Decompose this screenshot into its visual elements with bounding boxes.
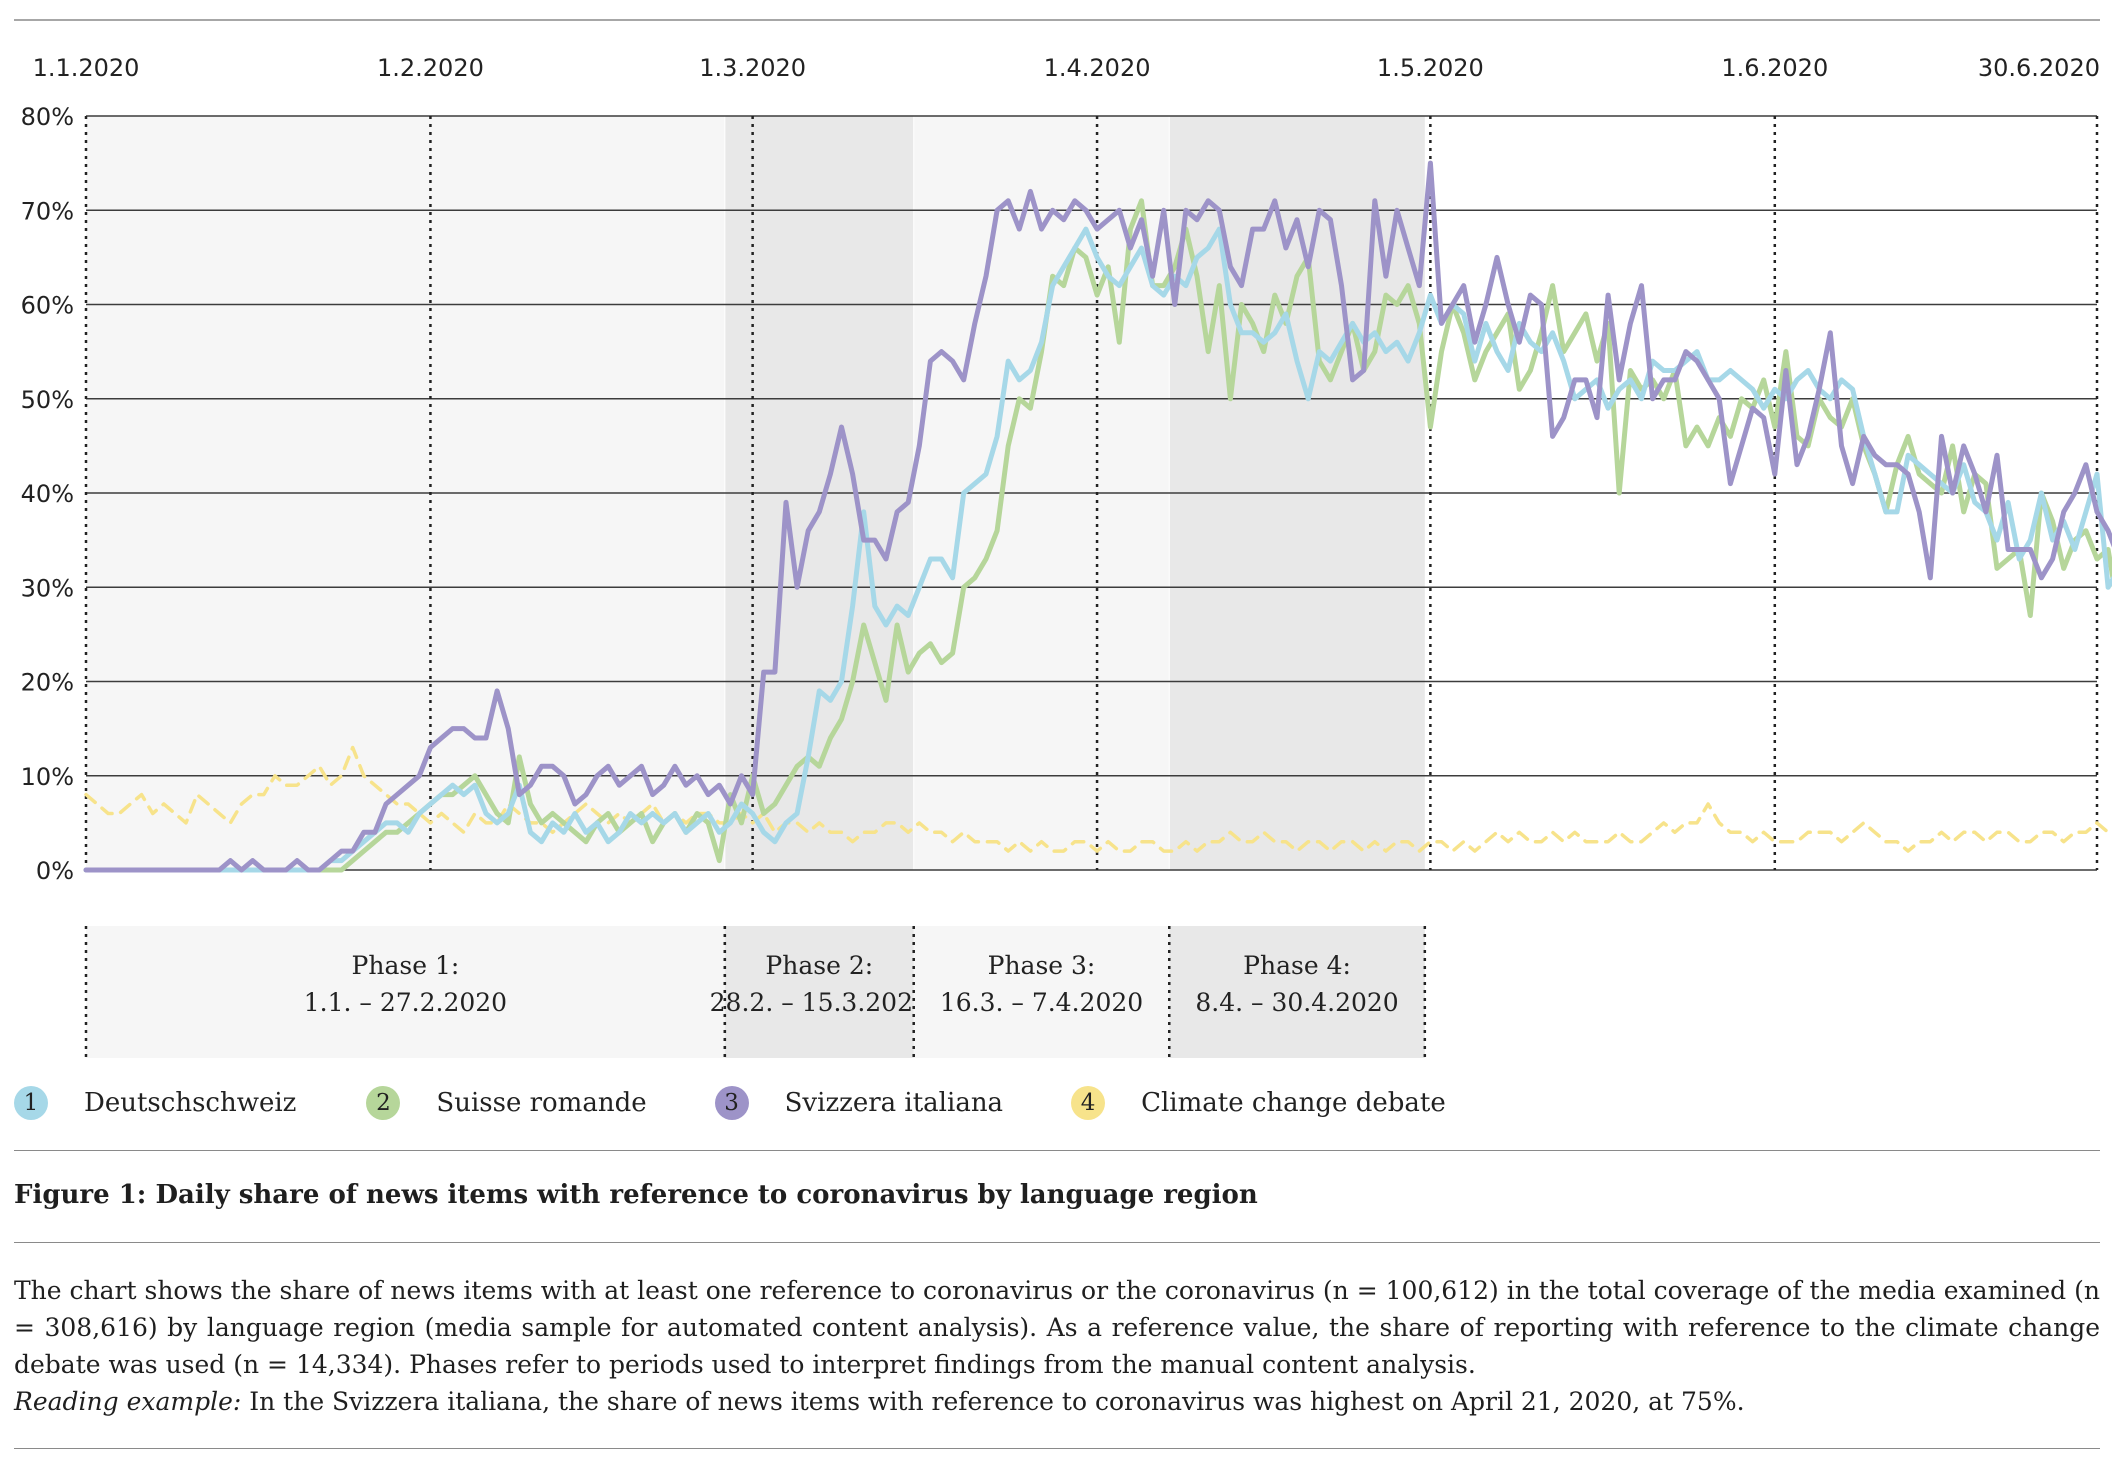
divider-top — [14, 1150, 2100, 1151]
reading-example-text: In the Svizzera italiana, the share of n… — [241, 1387, 1745, 1416]
legend-item: 1 Deutschschweiz — [14, 1086, 296, 1120]
y-tick-label: 70% — [21, 197, 74, 225]
legend-label: Climate change debate — [1141, 1088, 1446, 1118]
phase-label: Phase 4: — [1243, 951, 1351, 980]
legend-label: Deutschschweiz — [84, 1088, 297, 1118]
y-tick-label: 50% — [21, 386, 74, 414]
y-tick-label: 10% — [21, 763, 74, 791]
divider-bottom — [14, 1448, 2100, 1449]
y-tick-label: 40% — [21, 480, 74, 508]
series-line — [84, 745, 2112, 853]
y-tick-label: 80% — [21, 103, 74, 131]
series-line — [83, 160, 2112, 873]
y-tick-label: 30% — [21, 574, 74, 602]
phase-label: Phase 2: — [765, 951, 873, 980]
x-tick-label: 30.6.2020 — [1978, 54, 2100, 82]
series-line — [83, 226, 2112, 873]
reading-example-label: Reading example: — [14, 1387, 242, 1416]
series-line — [83, 198, 2112, 873]
x-tick-label: 1.4.2020 — [1044, 54, 1151, 82]
phase-label: Phase 1: — [352, 951, 460, 980]
legend-item: 3 Svizzera italiana — [714, 1086, 1004, 1120]
divider-middle — [14, 1242, 2100, 1243]
phase-range: 28.2. – 15.3.2020 — [710, 988, 929, 1017]
figure-title: Figure 1: Daily share of news items with… — [14, 1180, 1258, 1210]
caption-body: The chart shows the share of news items … — [14, 1276, 2100, 1379]
figure-caption: The chart shows the share of news items … — [14, 1272, 2100, 1420]
phase-band — [724, 926, 914, 1058]
x-tick-label: 1.1.2020 — [33, 54, 140, 82]
reading-example: Reading example: In the Svizzera italian… — [14, 1383, 2100, 1420]
legend-item: 4 Climate change debate — [1071, 1086, 1446, 1120]
line-chart: Phase 1: 1.1. – 27.2.2020 Phase 2: 28.2. – … — [14, 19, 2112, 1058]
y-tick-label: 60% — [21, 292, 74, 320]
legend-label: Svizzera italiana — [784, 1088, 1004, 1118]
y-tick-label: 20% — [21, 669, 74, 697]
phase-range: 1.1. – 27.2.2020 — [304, 988, 507, 1017]
x-tick-label: 1.5.2020 — [1377, 54, 1484, 82]
chart-legend: 1 Deutschschweiz 2 Suisse romande 3 Svizzera … — [14, 1083, 1514, 1123]
x-tick-label: 1.2.2020 — [377, 54, 484, 82]
legend-badge: 1 — [14, 1086, 48, 1120]
legend-badge: 2 — [366, 1086, 401, 1120]
phase-range: 16.3. – 7.4.2020 — [940, 988, 1143, 1017]
phase-band — [1169, 926, 1425, 1058]
y-tick-label: 0% — [36, 857, 74, 885]
legend-label: Suisse romande — [436, 1088, 647, 1118]
phase-band — [913, 926, 1170, 1058]
phase-band — [86, 926, 725, 1058]
legend-badge: 3 — [714, 1086, 749, 1120]
phase-range: 8.4. – 30.4.2020 — [1195, 988, 1398, 1017]
legend-badge: 4 — [1071, 1086, 1106, 1120]
x-tick-label: 1.3.2020 — [699, 54, 806, 82]
legend-item: 2 Suisse romande — [366, 1086, 647, 1120]
phase-label: Phase 3: — [988, 951, 1096, 980]
x-tick-label: 1.6.2020 — [1721, 54, 1828, 82]
